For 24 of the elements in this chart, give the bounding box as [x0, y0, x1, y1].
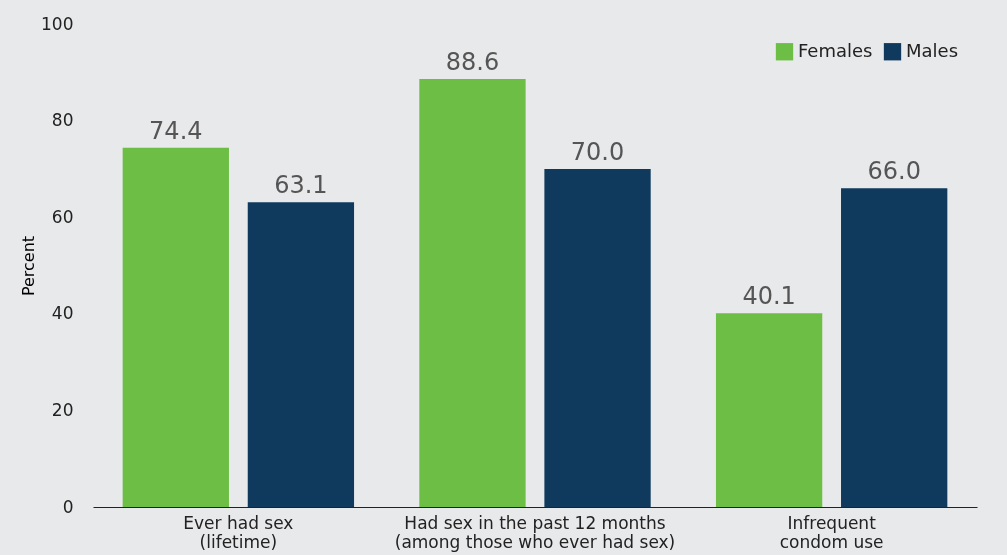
- bar: [715, 313, 823, 507]
- bar: [247, 202, 355, 507]
- y-tick-label: 40: [51, 303, 74, 324]
- y-tick-label: 60: [51, 206, 74, 227]
- data-label: 63.1: [274, 171, 328, 200]
- y-tick-label: 100: [41, 13, 74, 34]
- x-tick-label: Had sex in the past 12 months (among those who ever had sex): [394, 512, 676, 552]
- legend-label: Males: [906, 39, 959, 61]
- data-label: 40.1: [742, 282, 796, 311]
- y-tick-label: 20: [51, 399, 74, 420]
- bar: [419, 79, 526, 507]
- x-tick-label: Ever had sex (lifetime): [183, 512, 294, 552]
- y-axis-title: Percent: [19, 235, 39, 297]
- data-label: 70.0: [570, 137, 625, 166]
- bar: [122, 147, 229, 507]
- data-label: 74.4: [149, 116, 203, 145]
- bar: [544, 168, 651, 507]
- bar: [841, 188, 948, 507]
- legend-label: Females: [798, 39, 873, 61]
- data-label: 66.0: [867, 157, 921, 186]
- y-tick-label: 80: [51, 110, 74, 131]
- y-tick-label: 0: [62, 496, 74, 517]
- x-tick-label: Infrequent condom use: [779, 512, 884, 552]
- data-label: 88.6: [445, 48, 500, 77]
